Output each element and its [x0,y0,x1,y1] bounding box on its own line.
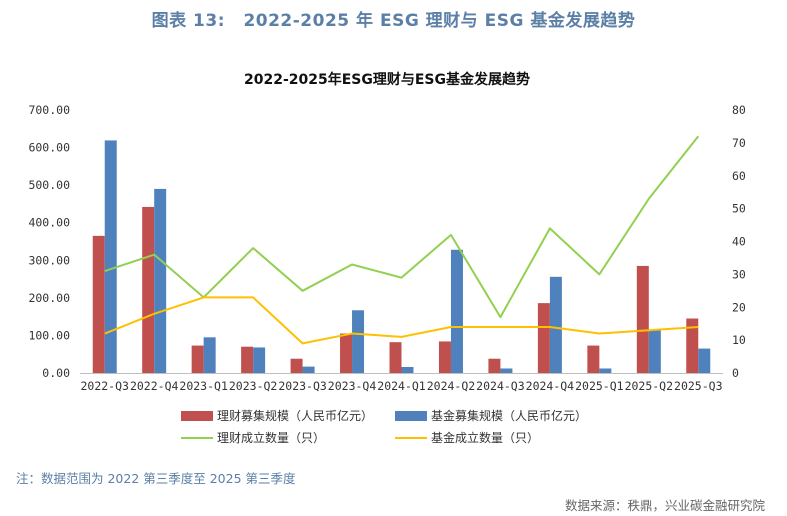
y-right-tick-label: 20 [732,300,746,314]
y-right-tick-label: 80 [732,103,746,117]
legend-swatch [181,411,213,421]
y-left-tick-label: 500.00 [28,178,70,192]
x-tick-label: 2023-Q1 [179,379,228,393]
y-right-tick-label: 50 [732,202,746,216]
bar-wealth-size-2024-Q2 [438,341,451,373]
figure-label: 图表 13: [151,11,226,31]
bar-wealth-size-2024-Q3 [488,358,501,373]
y-right-tick-label: 30 [732,267,746,281]
bar-wealth-size-2022-Q4 [142,206,155,373]
y-left-tick-label: 700.00 [28,103,70,117]
legend-label: 基金募集规模（人民币亿元） [431,408,587,423]
bar-wealth-size-2022-Q3 [92,235,105,373]
y-right-tick-label: 70 [732,136,746,150]
x-tick-label: 2025-Q3 [674,379,723,393]
x-tick-label: 2023-Q4 [328,379,377,393]
footnote: 注：数据范围为 2022 第三季度至 2025 第三季度 [16,471,296,486]
x-tick-label: 2022-Q3 [80,379,129,393]
x-tick-label: 2024-Q3 [476,379,525,393]
bar-wealth-size-2023-Q2 [241,346,254,373]
legend-label: 基金成立数量（只） [431,430,539,445]
bar-fund-size-2023-Q3 [302,366,315,373]
y-right-tick-label: 10 [732,333,746,347]
bar-fund-size-2023-Q2 [253,347,266,373]
x-tick-label: 2023-Q3 [278,379,327,393]
bar-fund-size-2025-Q1 [599,368,612,373]
legend-label: 理财成立数量（只） [217,430,325,445]
y-left-tick-label: 400.00 [28,216,70,230]
bar-fund-size-2024-Q3 [500,368,513,373]
bar-wealth-size-2023-Q1 [191,345,204,373]
legend-swatch [395,411,427,421]
x-tick-label: 2022-Q4 [130,379,179,393]
bar-fund-size-2022-Q4 [154,188,167,373]
bar-wealth-size-2023-Q4 [340,333,353,373]
bar-fund-size-2023-Q4 [352,310,365,373]
bar-wealth-size-2024-Q1 [389,342,402,373]
x-tick-label: 2025-Q2 [625,379,673,393]
y-left-tick-label: 600.00 [28,141,70,155]
x-tick-label: 2023-Q2 [229,379,277,393]
bar-fund-size-2024-Q1 [401,366,414,373]
bar-fund-size-2024-Q4 [549,276,562,373]
bar-fund-size-2025-Q3 [698,348,711,373]
x-tick-label: 2024-Q4 [526,379,575,393]
x-tick-label: 2024-Q2 [427,379,475,393]
data-source: 数据来源：秩鼎，兴业碳金融研究院 [564,498,765,513]
bar-fund-size-2024-Q2 [450,249,463,373]
y-left-tick-label: 200.00 [28,291,70,305]
bar-fund-size-2025-Q2 [648,329,661,373]
figure-title: 图表 13: 2022-2025 年 ESG 理财与 ESG 基金发展趋势 [0,6,787,31]
y-right-tick-label: 40 [732,235,746,249]
figure-title-text: 2022-2025 年 ESG 理财与 ESG 基金发展趋势 [243,11,636,31]
line-wealth-count [104,135,700,319]
y-left-tick-label: 0.00 [42,366,70,380]
y-right-tick-label: 0 [732,366,739,380]
line-fund-count [104,296,699,345]
bar-wealth-size-2025-Q1 [587,345,600,373]
x-tick-label: 2024-Q1 [377,379,426,393]
bar-wealth-size-2025-Q2 [636,265,649,373]
legend-label: 理财募集规模（人民币亿元） [217,408,373,423]
x-tick-label: 2025-Q1 [575,379,624,393]
bar-wealth-size-2023-Q3 [290,358,303,373]
bar-wealth-size-2024-Q4 [537,303,550,373]
y-left-tick-label: 100.00 [28,328,70,342]
chart-title: 2022-2025年ESG理财与ESG基金发展趋势 [244,71,530,88]
y-right-tick-label: 60 [732,169,746,183]
bar-fund-size-2022-Q3 [104,140,117,373]
y-left-tick-label: 300.00 [28,253,70,267]
bar-fund-size-2023-Q1 [203,337,216,373]
bar-wealth-size-2025-Q3 [686,318,699,373]
